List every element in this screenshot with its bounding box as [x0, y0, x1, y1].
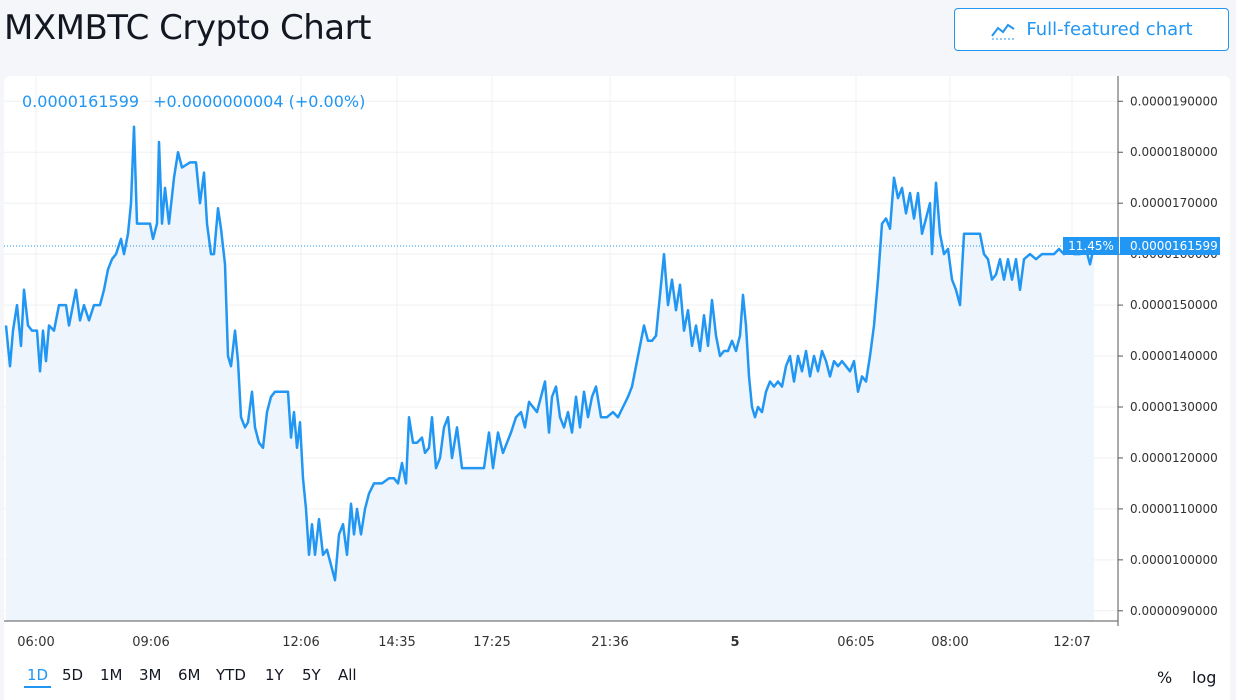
y-tick-label: 0.0000140000 [1130, 349, 1218, 363]
pct-tag-bg [1063, 236, 1119, 255]
x-tick-label: 06:05 [837, 635, 874, 650]
chart-line-icon [991, 23, 1015, 39]
range-3m[interactable]: 3M [139, 666, 162, 684]
y-tick-label: 0.0000130000 [1130, 400, 1218, 414]
legend-price: 0.0000161599 [22, 92, 140, 111]
y-tick-label: 0.0000190000 [1130, 94, 1218, 108]
log-scale-toggle[interactable]: log [1192, 668, 1217, 687]
x-tick-label: 08:00 [931, 635, 968, 650]
legend-change: +0.0000000004 (+0.00%) [153, 92, 365, 111]
price-legend: 0.0000161599 +0.0000000004 (+0.00%) [22, 92, 365, 111]
price-tag-label: 0.0000161599 [1130, 239, 1218, 253]
y-tick-label: 0.0000170000 [1130, 196, 1218, 210]
pct-tag-label: 11.45% [1068, 239, 1114, 253]
full-featured-chart-label: Full-featured chart [1026, 19, 1193, 40]
range-1m[interactable]: 1M [100, 666, 123, 684]
y-tick-label: 0.0000150000 [1130, 298, 1218, 312]
full-featured-chart-button[interactable]: Full-featured chart [954, 8, 1229, 51]
y-tick-label: 0.0000120000 [1130, 451, 1218, 465]
area-layer [4, 125, 1096, 622]
page-title: MXMBTC Crypto Chart [4, 8, 371, 48]
range-1d[interactable]: 1D [24, 666, 52, 688]
y-tick-label: 0.0000110000 [1130, 502, 1218, 516]
x-tick-label: 12:06 [282, 635, 319, 650]
x-tick-label: 12:07 [1053, 635, 1090, 650]
y-tick-label: 0.0000090000 [1130, 604, 1218, 618]
range-6m[interactable]: 6M [178, 666, 201, 684]
range-toolbar: 1D 5D 1M 3M 6M YTD 1Y 5Y All % log [4, 666, 1230, 700]
x-tick-label: 14:35 [378, 635, 415, 650]
x-tick-label: 06:00 [17, 635, 54, 650]
price-axis: 0.0000090000 0.0000100000 0.0000110000 0.00… [1117, 76, 1218, 626]
x-tick-label: 17:25 [473, 635, 510, 650]
price-chart[interactable]: 0.0000090000 0.0000100000 0.0000110000 0.00… [4, 76, 1230, 666]
range-5d[interactable]: 5D [62, 666, 84, 684]
x-tick-label: 21:36 [591, 635, 628, 650]
area-fill [6, 126, 1094, 622]
x-tick-label: 09:06 [132, 635, 169, 650]
price-tag-bg [1120, 236, 1220, 255]
time-axis: 06:00 09:06 12:06 14:35 17:25 21:36 5 06:05 08:0… [4, 620, 1118, 650]
x-tick-label: 5 [730, 635, 739, 650]
legend-change-pct: (+0.00%) [288, 92, 366, 111]
range-all[interactable]: All [338, 666, 357, 684]
chart-card: 0.0000090000 0.0000100000 0.0000110000 0.00… [4, 76, 1230, 700]
price-line [4, 125, 1096, 582]
y-tick-label: 0.0000180000 [1130, 145, 1218, 159]
range-ytd[interactable]: YTD [216, 666, 246, 684]
y-tick-label: 0.0000100000 [1130, 553, 1218, 567]
header: MXMBTC Crypto Chart Full-featured chart [0, 0, 1236, 64]
range-1y[interactable]: 1Y [265, 666, 284, 684]
legend-change-value: +0.0000000004 [153, 92, 284, 111]
percent-scale-toggle[interactable]: % [1157, 668, 1173, 687]
range-5y[interactable]: 5Y [302, 666, 321, 684]
price-tag: 11.45% 0.0000161599 [4, 236, 1220, 255]
